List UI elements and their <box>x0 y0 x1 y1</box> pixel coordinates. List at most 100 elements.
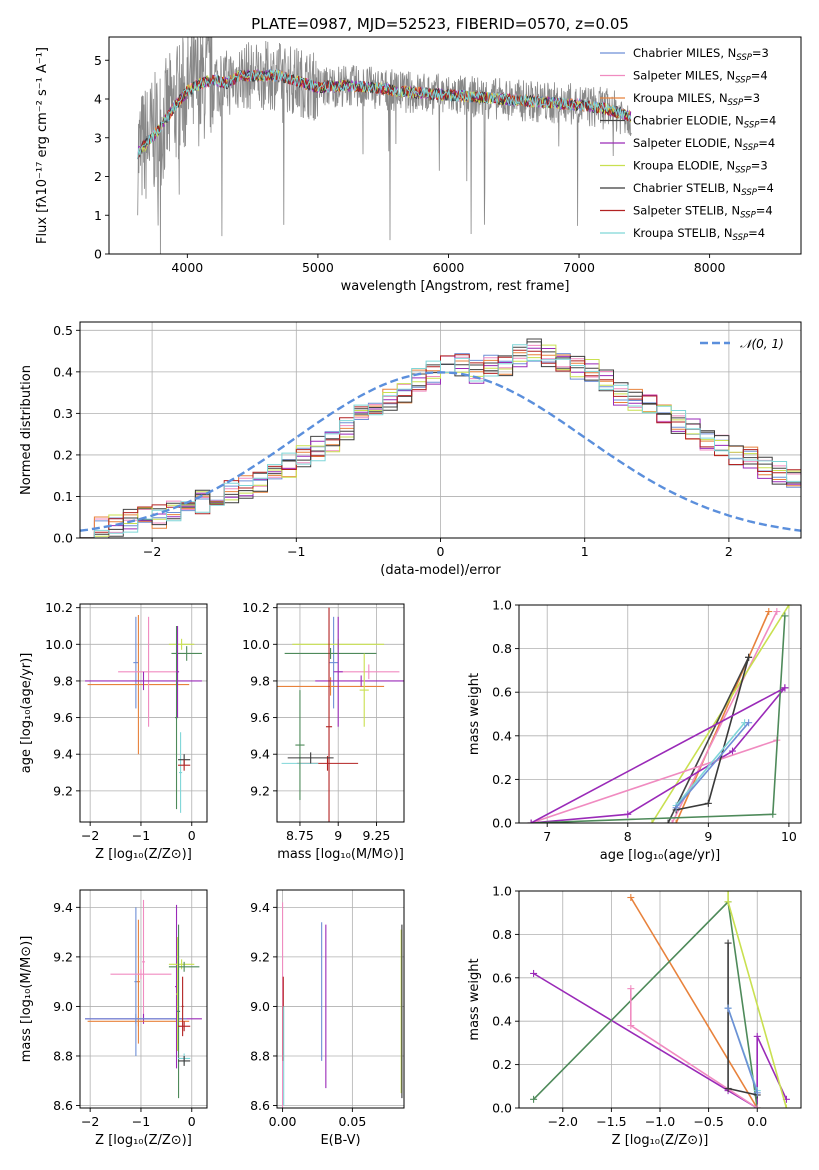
legend-label: Chabrier STELIB, NSSP=4 <box>633 181 774 198</box>
y-tick-label: 0.3 <box>53 406 73 421</box>
spectrum-panel: Chabrier MILES, NSSP=3 Salpeter MILES, NS… <box>35 36 802 294</box>
x-tick-label: 0.0 <box>747 1114 767 1129</box>
legend-label: Salpeter ELODIE, NSSP=4 <box>633 136 775 153</box>
weight-vs-age-plot-area <box>527 605 793 823</box>
legend-label: Chabrier MILES, NSSP=3 <box>633 46 769 63</box>
legend-label-sub: SSP <box>735 166 751 176</box>
x-tick-label: 9.25 <box>363 828 391 843</box>
y-tick-label: 1.0 <box>492 884 512 899</box>
residuals-plot-area <box>80 338 801 538</box>
x-tick-label: 9 <box>704 829 712 844</box>
y-tick-label: 0.2 <box>492 772 512 787</box>
mass-vs-ebv-plot-area <box>282 902 403 1108</box>
y-tick-label: 9.2 <box>250 783 270 798</box>
age-vs-Z-plot-area <box>85 614 202 813</box>
histogram-step-line <box>80 338 801 538</box>
x-tick-label: 10 <box>781 829 797 844</box>
legend-label: Kroupa MILES, NSSP=3 <box>633 91 760 108</box>
weight-line <box>530 739 778 823</box>
mass-vs-ebv-panel: 0.00 0.05 8.6 8.8 9.0 9.2 9.4 E(B-V) <box>250 889 405 1148</box>
y-tick-label: 9.2 <box>53 783 73 798</box>
legend-label-sub: SSP <box>733 233 749 243</box>
x-axis-label: Z [log₁₀(Z/Z⊙)] <box>95 1133 192 1148</box>
mass-vs-Z-plot-area <box>85 899 202 1099</box>
legend-label: Kroupa ELODIE, NSSP=3 <box>633 159 768 176</box>
y-tick-label: 0.4 <box>53 364 73 379</box>
x-tick-label: 0 <box>437 544 445 559</box>
y-tick-label: 1 <box>94 208 102 223</box>
y-tick-label: 10.0 <box>45 637 73 652</box>
x-tick-label: −1.5 <box>596 1114 626 1129</box>
weight-line <box>530 687 786 823</box>
x-tick-label: −1 <box>287 544 305 559</box>
histogram-step-line <box>80 344 801 538</box>
x-axis-label: mass [log₁₀(M/M⊙)] <box>277 847 404 862</box>
weight-vs-Z-plot-area <box>530 891 790 1108</box>
legend-label-value: =4 <box>756 204 773 218</box>
x-tick-label: 8000 <box>694 260 726 275</box>
y-tick-label: 1.0 <box>492 598 512 613</box>
weight-line <box>531 615 786 823</box>
x-tick-label: 1 <box>581 544 589 559</box>
y-tick-label: 10.0 <box>242 637 270 652</box>
age-vs-mass-frame <box>276 603 405 823</box>
y-tick-label: 0.6 <box>492 970 512 985</box>
y-tick-label: 0.4 <box>492 728 512 743</box>
y-tick-label: 0.2 <box>492 1057 512 1072</box>
histogram-step-line <box>80 344 801 538</box>
weight-vs-age-panel: 7 8 9 10 0.0 0.2 0.4 0.6 0.8 1.0 age [log₁₀(age/yr… <box>467 598 802 863</box>
y-tick-label: 0.4 <box>492 1014 512 1029</box>
x-tick-label: 0.05 <box>338 1114 366 1129</box>
legend-label-sub: SSP <box>736 53 752 63</box>
legend-label: Salpeter STELIB, NSSP=4 <box>633 204 773 221</box>
x-tick-label: 0 <box>188 1114 196 1129</box>
age-vs-mass-panel: 8.75 9 9.25 9.2 9.4 9.6 9.8 10.0 10.2 mass [log₁₀… <box>242 600 405 862</box>
legend-label-sub: SSP <box>741 188 757 198</box>
y-axis-label: age [log₁₀(age/yr)] <box>19 653 34 774</box>
y-tick-label: 9.4 <box>250 747 270 762</box>
y-tick-label: 9.6 <box>53 710 73 725</box>
histogram-step-line <box>80 353 801 538</box>
legend-label: 𝒩(0, 1) <box>740 337 784 351</box>
legend-label: Chabrier ELODIE, NSSP=4 <box>633 114 776 131</box>
y-tick-label: 9.8 <box>250 673 270 688</box>
legend-label-value: =4 <box>758 136 775 150</box>
y-tick-label: 8.8 <box>53 1048 73 1063</box>
x-axis-label: age [log₁₀(age/yr)] <box>600 848 721 863</box>
y-tick-label: 0.2 <box>53 447 73 462</box>
y-tick-label: 2 <box>94 169 102 184</box>
x-tick-label: −0.5 <box>693 1114 723 1129</box>
x-tick-label: −1.0 <box>645 1114 675 1129</box>
histogram-step-line <box>80 344 801 538</box>
legend-label-sub: SSP <box>735 76 751 86</box>
y-tick-label: 9.4 <box>53 900 73 915</box>
x-axis-label: Z [log₁₀(Z/Z⊙)] <box>95 847 192 862</box>
y-axis-label: mass [log₁₀(M/M⊙)] <box>19 936 34 1063</box>
y-axis-label: mass weight <box>467 673 482 755</box>
weight-line <box>630 897 758 1108</box>
weight-line <box>531 687 786 823</box>
x-tick-label: −2 <box>81 1114 99 1129</box>
y-tick-label: 9.6 <box>250 710 270 725</box>
weight-line <box>675 722 746 807</box>
spectrum-plot-area <box>137 37 632 254</box>
residuals-panel: 𝒩(0, 1) −2 −1 0 1 2 0.0 0.1 0.2 0.3 0.4 0.5 (data-mo… <box>19 321 802 578</box>
x-tick-label: 7 <box>543 829 551 844</box>
weight-line <box>671 611 778 823</box>
mass-vs-Z-frame <box>79 889 208 1109</box>
y-tick-label: 5 <box>94 53 102 68</box>
gaussian-line <box>80 371 801 532</box>
legend-label: Kroupa STELIB, NSSP=4 <box>633 226 765 243</box>
x-axis-label: Z [log₁₀(Z/Z⊙)] <box>612 1133 709 1148</box>
y-tick-label: 10.2 <box>242 600 270 615</box>
y-tick-label: 0.8 <box>492 927 512 942</box>
weight-vs-age-frame <box>518 604 802 824</box>
mass-vs-ebv-frame <box>276 889 405 1109</box>
y-tick-label: 0.5 <box>53 323 73 338</box>
x-tick-label: 8.75 <box>286 828 314 843</box>
figure-title: PLATE=0987, MJD=52523, FIBERID=0570, z=0… <box>251 15 629 33</box>
x-tick-label: 5000 <box>302 260 334 275</box>
y-tick-label: 0.0 <box>53 531 73 546</box>
spectrum-model-line <box>137 68 632 160</box>
y-tick-label: 9.2 <box>53 949 73 964</box>
